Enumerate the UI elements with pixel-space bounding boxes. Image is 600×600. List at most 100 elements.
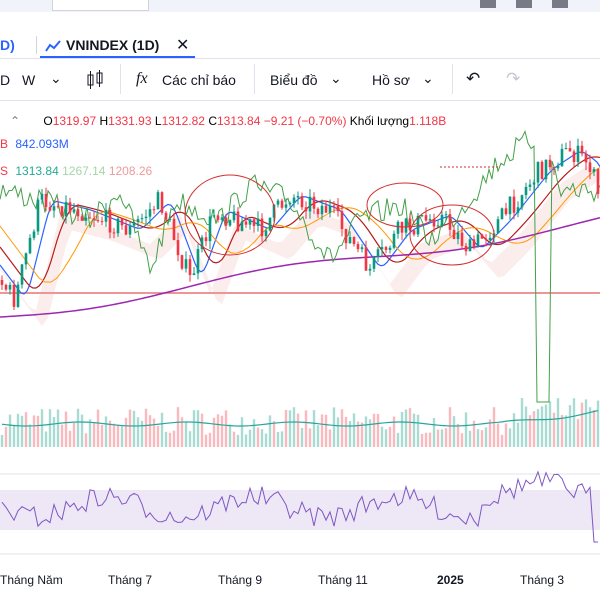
candle-body (416, 215, 420, 235)
volume-bar (308, 428, 312, 447)
volume-bar (532, 411, 536, 447)
volume-bar (188, 431, 192, 447)
volume-bar (16, 413, 20, 447)
volume-bar (476, 429, 480, 447)
candle-body (496, 219, 500, 234)
candle-body (60, 206, 64, 217)
tab-partial[interactable]: D) (0, 37, 15, 53)
volume-bar (444, 428, 448, 447)
candle-body (372, 256, 376, 269)
candle-body (568, 148, 572, 152)
candle-body (480, 234, 484, 239)
candle-body (252, 219, 256, 226)
volume-bar (24, 412, 28, 447)
undo[interactable]: ↶ (466, 69, 481, 88)
volume-bar (168, 432, 172, 447)
tab-active[interactable]: VNINDEX (1D) (66, 37, 160, 53)
volume-bar (104, 416, 108, 447)
volume-bar (256, 427, 260, 447)
redo[interactable]: ↷ (506, 69, 521, 88)
tab-close[interactable]: ✕ (176, 37, 190, 54)
candle-body (216, 215, 220, 220)
candle-body (528, 184, 532, 187)
volume-bar (356, 421, 360, 447)
volume-ma (1, 410, 599, 427)
profile-button[interactable]: Hồ sơ (372, 72, 410, 88)
candle-body (512, 196, 516, 213)
candle-body (312, 196, 316, 209)
candle-body (236, 211, 240, 232)
candle-body (488, 237, 492, 240)
candle-body (404, 218, 408, 233)
top-strip (0, 0, 600, 12)
volume-bar (232, 431, 236, 447)
candle-body (448, 214, 452, 230)
icon[interactable] (480, 0, 496, 8)
volume-bar (240, 417, 244, 447)
volume-bar (8, 414, 12, 447)
search-box[interactable] (52, 0, 149, 11)
volume-bar (280, 431, 284, 447)
collapse[interactable]: ⌃ (10, 114, 21, 128)
volume-bar (92, 423, 96, 447)
volume-bar (88, 419, 92, 447)
volume-bar (512, 413, 516, 447)
candle-body (472, 239, 476, 247)
volume-bar (212, 417, 216, 447)
candle-body (0, 280, 4, 285)
volume-bar (536, 409, 540, 447)
candle-body (508, 196, 512, 215)
value: 1267.14 (62, 164, 106, 178)
volume-bar (568, 405, 572, 447)
candle-body (388, 247, 392, 250)
fx-icon[interactable]: fx (136, 70, 148, 87)
candle-body (500, 208, 504, 220)
candle-body (452, 229, 456, 240)
candle-body (132, 221, 136, 226)
value: 1313.84 (216, 114, 261, 128)
candle-body (444, 214, 448, 216)
volume-bar (588, 407, 592, 447)
candle-body (556, 166, 560, 169)
candle-body (580, 145, 584, 154)
candle-body (228, 220, 232, 226)
candle-body (200, 237, 204, 250)
candle-body (288, 202, 292, 205)
volume-bar (432, 418, 436, 447)
volume-bar (552, 412, 556, 447)
icon[interactable] (552, 0, 568, 8)
key: C (208, 114, 217, 128)
x-axis-label: 2025 (437, 573, 464, 587)
annotation-ellipse (366, 182, 444, 228)
candle-body (56, 206, 60, 208)
rsi-line (1, 470, 598, 543)
candle-body (524, 186, 528, 196)
dropdown-arrow[interactable]: ⌄ (422, 70, 434, 86)
volume-bar (556, 398, 560, 447)
interval[interactable]: D (0, 72, 11, 88)
candle-icon[interactable] (86, 70, 104, 90)
value: 1319.97 (52, 114, 97, 128)
volume-bar (176, 407, 180, 447)
candle-body (212, 215, 216, 217)
candle-body (172, 218, 176, 241)
volume-bar (288, 410, 292, 447)
chart-icon (45, 40, 61, 52)
dropdown-arrow[interactable]: ⌄ (50, 70, 62, 86)
indicators-button[interactable]: Các chỉ báo (162, 72, 236, 88)
volume-bar (116, 424, 120, 447)
chart-type-button[interactable]: Biểu đồ (270, 72, 318, 88)
candle-body (116, 218, 120, 234)
volume-bar (136, 417, 140, 447)
candle-body (148, 209, 152, 217)
interval[interactable]: W (22, 72, 36, 88)
volume-bar (140, 420, 144, 447)
volume-bar (324, 414, 328, 447)
volume-bar (420, 433, 424, 447)
candle-body (588, 162, 592, 173)
volume-bar (524, 406, 528, 447)
dropdown-arrow[interactable]: ⌄ (330, 70, 342, 86)
candle-body (432, 219, 436, 227)
icon[interactable] (516, 0, 532, 8)
candle-body (320, 205, 324, 215)
